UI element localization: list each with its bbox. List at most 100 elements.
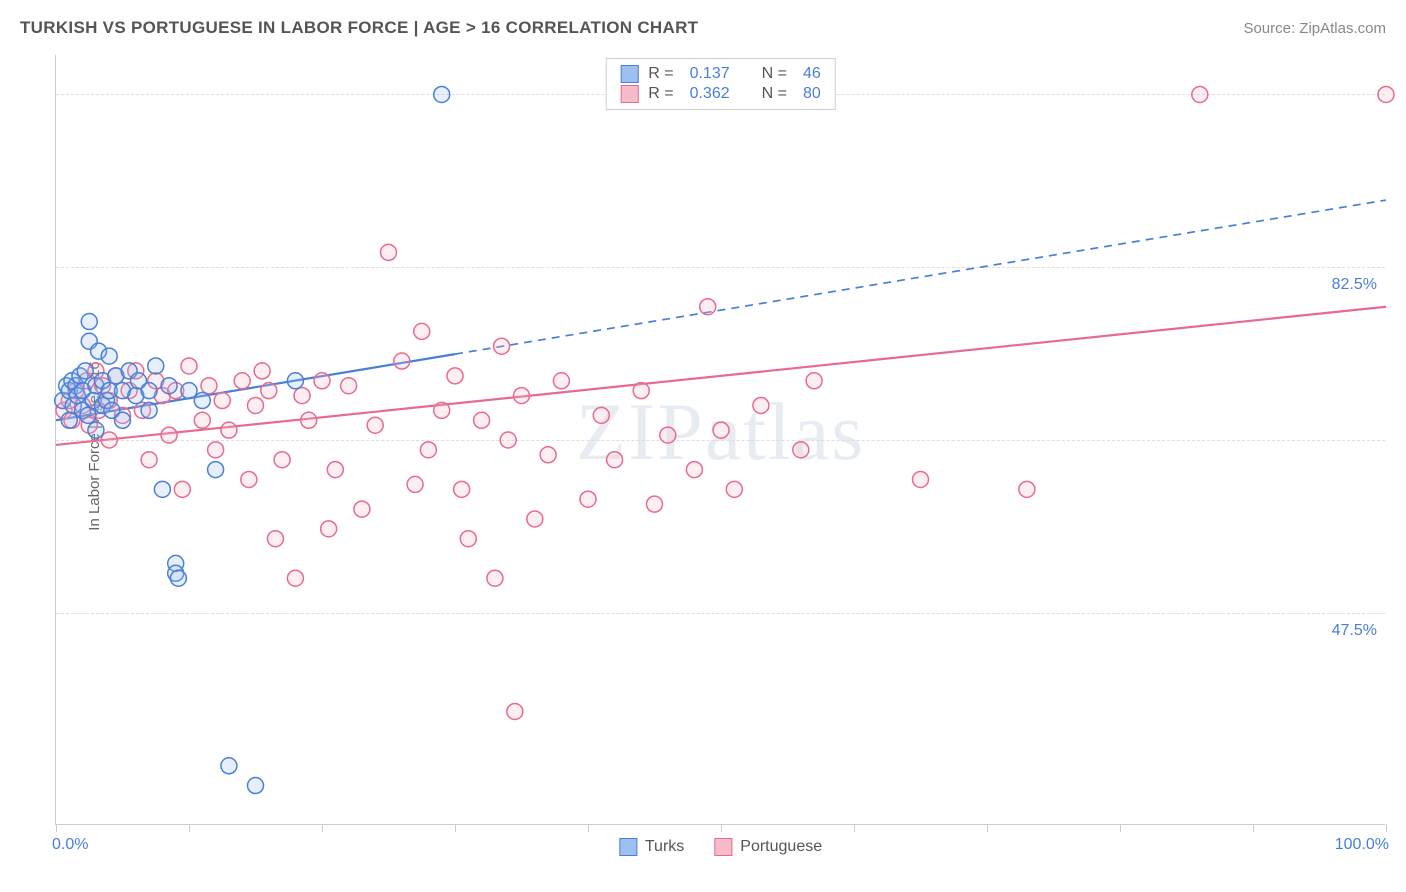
point-portuguese — [700, 299, 716, 315]
point-portuguese — [267, 531, 283, 547]
legend-item-turks: Turks — [619, 838, 684, 856]
legend-label-turks: Turks — [645, 838, 684, 856]
point-portuguese — [354, 501, 370, 517]
source-label: Source: ZipAtlas.com — [1243, 20, 1386, 37]
point-portuguese — [248, 397, 264, 413]
point-turks — [81, 314, 97, 330]
point-portuguese — [101, 432, 117, 448]
point-portuguese — [1378, 86, 1394, 102]
point-portuguese — [221, 422, 237, 438]
xtick — [987, 824, 988, 832]
n-label: N = — [762, 85, 787, 103]
point-portuguese — [686, 462, 702, 478]
point-portuguese — [913, 471, 929, 487]
swatch-turks-icon — [619, 838, 637, 856]
xtick — [854, 824, 855, 832]
legend-label-portuguese: Portuguese — [740, 838, 822, 856]
point-turks — [170, 570, 186, 586]
point-portuguese — [553, 373, 569, 389]
point-portuguese — [367, 417, 383, 433]
point-portuguese — [607, 452, 623, 468]
xtick — [455, 824, 456, 832]
point-portuguese — [420, 442, 436, 458]
point-portuguese — [321, 521, 337, 537]
point-portuguese — [507, 703, 523, 719]
scatter-svg — [56, 55, 1385, 824]
swatch-portuguese-icon — [620, 85, 638, 103]
point-portuguese — [414, 323, 430, 339]
point-turks — [80, 407, 96, 423]
xtick — [56, 824, 57, 832]
xtick — [1120, 824, 1121, 832]
point-turks — [77, 363, 93, 379]
point-turks — [101, 348, 117, 364]
point-portuguese — [301, 412, 317, 428]
point-portuguese — [208, 442, 224, 458]
point-portuguese — [660, 427, 676, 443]
point-turks — [434, 86, 450, 102]
point-turks — [221, 758, 237, 774]
point-portuguese — [261, 383, 277, 399]
point-turks — [161, 378, 177, 394]
point-portuguese — [314, 373, 330, 389]
legend-top-row-turks: R = 0.137 N = 46 — [620, 64, 821, 84]
point-portuguese — [241, 471, 257, 487]
xtick — [721, 824, 722, 832]
point-portuguese — [1019, 481, 1035, 497]
legend-item-portuguese: Portuguese — [714, 838, 822, 856]
point-portuguese — [407, 476, 423, 492]
xtick — [588, 824, 589, 832]
xtick — [322, 824, 323, 832]
point-portuguese — [341, 378, 357, 394]
xtick-label-max: 100.0% — [1335, 836, 1389, 854]
r-label: R = — [648, 85, 673, 103]
point-portuguese — [381, 244, 397, 260]
point-portuguese — [514, 388, 530, 404]
point-portuguese — [726, 481, 742, 497]
legend-top-row-portuguese: R = 0.362 N = 80 — [620, 84, 821, 104]
point-turks — [181, 383, 197, 399]
point-turks — [248, 778, 264, 794]
point-portuguese — [500, 432, 516, 448]
point-portuguese — [161, 427, 177, 443]
swatch-turks-icon — [620, 65, 638, 83]
point-portuguese — [174, 481, 190, 497]
point-portuguese — [201, 378, 217, 394]
chart-container: TURKISH VS PORTUGUESE IN LABOR FORCE | A… — [0, 0, 1406, 892]
legend-bottom: Turks Portuguese — [619, 838, 822, 856]
title-bar: TURKISH VS PORTUGUESE IN LABOR FORCE | A… — [20, 18, 1386, 38]
chart-title: TURKISH VS PORTUGUESE IN LABOR FORCE | A… — [20, 18, 698, 38]
point-portuguese — [181, 358, 197, 374]
point-portuguese — [214, 393, 230, 409]
point-turks — [194, 393, 210, 409]
point-portuguese — [580, 491, 596, 507]
r-label: R = — [648, 65, 673, 83]
point-portuguese — [793, 442, 809, 458]
point-portuguese — [447, 368, 463, 384]
point-portuguese — [234, 373, 250, 389]
point-portuguese — [287, 570, 303, 586]
point-portuguese — [494, 338, 510, 354]
r-value: 0.137 — [690, 65, 730, 83]
point-portuguese — [593, 407, 609, 423]
point-turks — [148, 358, 164, 374]
plot-area: ZIPatlas 47.5%82.5% R = 0.137 N = 46 R =… — [55, 55, 1385, 825]
point-portuguese — [1192, 86, 1208, 102]
point-turks — [115, 412, 131, 428]
point-portuguese — [460, 531, 476, 547]
point-turks — [88, 422, 104, 438]
xtick — [189, 824, 190, 832]
point-portuguese — [194, 412, 210, 428]
point-portuguese — [394, 353, 410, 369]
point-portuguese — [713, 422, 729, 438]
n-label: N = — [762, 65, 787, 83]
trend-line-dashed-turks — [455, 200, 1386, 354]
point-portuguese — [753, 397, 769, 413]
point-turks — [287, 373, 303, 389]
n-value: 80 — [803, 85, 821, 103]
point-portuguese — [454, 481, 470, 497]
point-portuguese — [633, 383, 649, 399]
point-portuguese — [141, 452, 157, 468]
point-portuguese — [434, 402, 450, 418]
point-turks — [154, 481, 170, 497]
